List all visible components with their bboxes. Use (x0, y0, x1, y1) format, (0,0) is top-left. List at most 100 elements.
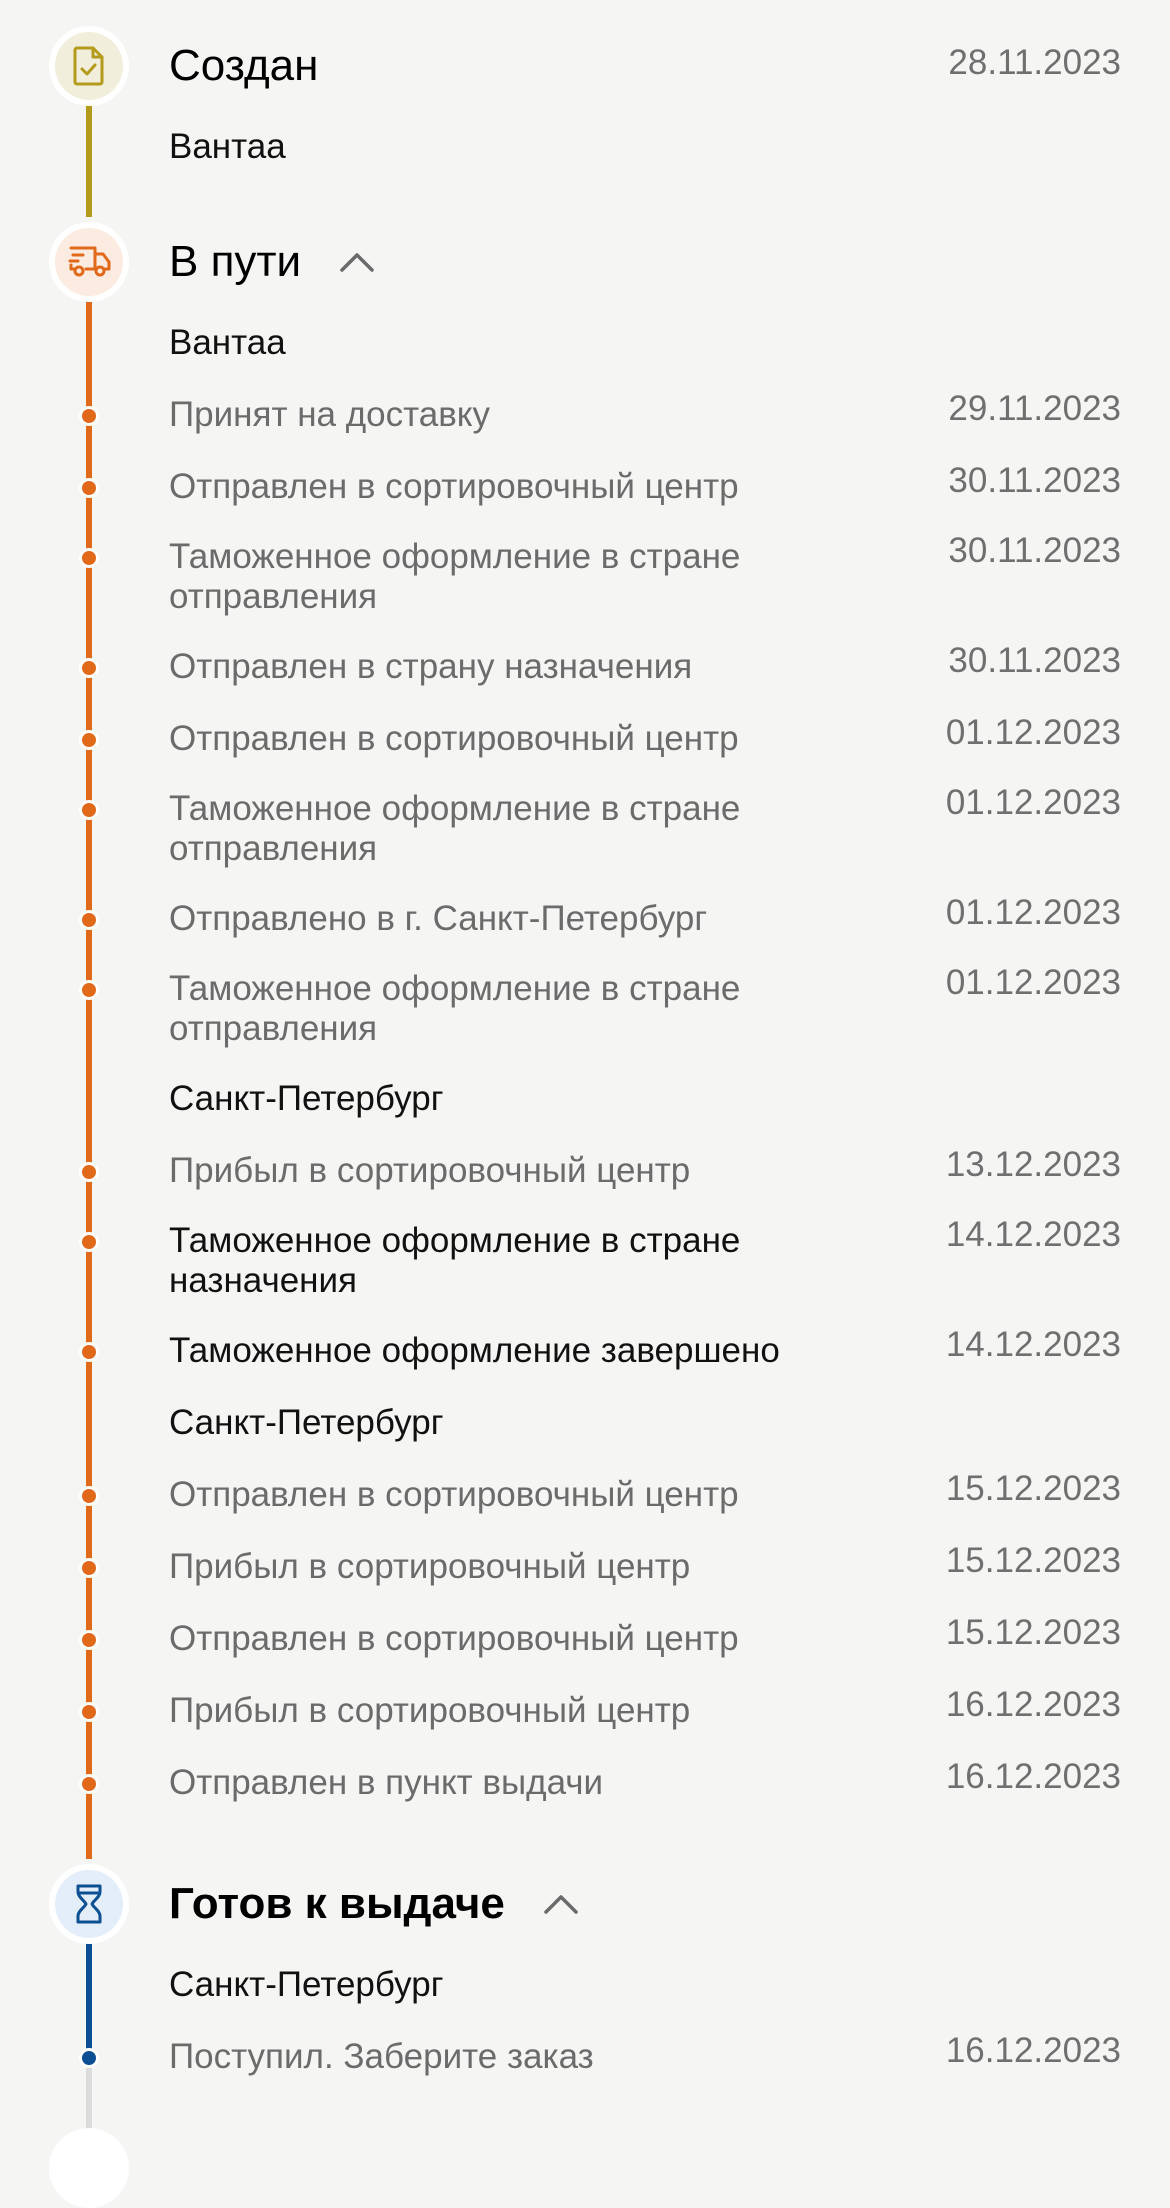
timeline-line (86, 66, 92, 217)
timeline-dot (79, 1702, 99, 1722)
status-title: Готов к выдаче (169, 1879, 505, 1928)
timeline-dot (79, 1774, 99, 1794)
event-date: 01.12.2023 (945, 963, 1121, 1002)
timeline-dot (79, 910, 99, 930)
status-section-created: Создан 28.11.2023 Вантаа (0, 21, 1170, 217)
event-description: Таможенное оформление завершено (169, 1331, 780, 1370)
timeline-dot (79, 1342, 99, 1362)
event-description: Поступил. Заберите заказ (169, 2037, 594, 2076)
tracking-event: Отправлено в г. Санкт-Петербург 01.12.202… (0, 883, 1170, 955)
timeline-dot (79, 1558, 99, 1578)
tracking-event: Таможенное оформление в стране отправлен… (0, 523, 1170, 631)
event-description: Отправлен в сортировочный центр (169, 467, 739, 506)
status-section-transit: В пути Вантаа Принят на доставку 29.11.2023… (0, 217, 1170, 1859)
pending-timeline-line (86, 2058, 92, 2138)
event-description: Отправлен в пункт выдачи (169, 1763, 604, 1802)
tracking-event: Отправлен в сортировочный центр 15.12.202… (0, 1459, 1170, 1531)
timeline-dot (79, 730, 99, 750)
event-description: Таможенное оформление в стране назначени… (169, 1221, 741, 1300)
event-date: 29.11.2023 (948, 389, 1121, 428)
document-check-icon (55, 32, 123, 100)
tracking-event: Прибыл в сортировочный центр 13.12.2023 (0, 1135, 1170, 1207)
location-label: Вантаа (0, 307, 1170, 379)
event-description: Прибыл в сортировочный центр (169, 1547, 691, 1586)
tracking-event: Отправлен в сортировочный центр 01.12.202… (0, 703, 1170, 775)
event-description: Таможенное оформление в стране отправлен… (169, 969, 741, 1048)
location-name: Санкт-Петербург (169, 1403, 444, 1442)
timeline-dot (79, 1162, 99, 1182)
event-date: 15.12.2023 (945, 1541, 1121, 1580)
tracking-timeline: Создан 28.11.2023 Вантаа В пути Вантаа Принят… (0, 21, 1170, 2093)
tracking-event: Таможенное оформление в стране назначени… (0, 1207, 1170, 1315)
tracking-event: Таможенное оформление в стране отправлен… (0, 775, 1170, 883)
event-description: Отправлен в сортировочный центр (169, 719, 739, 758)
event-description: Прибыл в сортировочный центр (169, 1691, 691, 1730)
timeline-dot (79, 658, 99, 678)
event-description: Принят на доставку (169, 395, 491, 434)
location-label: Санкт-Петербург (0, 1063, 1170, 1135)
status-icon-circle (49, 1864, 129, 1944)
timeline-dot (79, 1630, 99, 1650)
timeline-dot (79, 548, 99, 568)
event-date: 01.12.2023 (945, 713, 1121, 752)
timeline-dot (79, 980, 99, 1000)
location-name: Санкт-Петербург (169, 1079, 444, 1118)
tracking-event: Отправлен в страну назначения 30.11.2023 (0, 631, 1170, 703)
tracking-event: Отправлен в сортировочный центр 15.12.202… (0, 1603, 1170, 1675)
chevron-up-icon[interactable] (337, 242, 377, 282)
event-date: 14.12.2023 (945, 1215, 1121, 1254)
event-date: 15.12.2023 (945, 1613, 1121, 1652)
location-name: Вантаа (169, 127, 286, 166)
tracking-event: Принят на доставку 29.11.2023 (0, 379, 1170, 451)
event-description: Таможенное оформление в стране отправлен… (169, 537, 741, 616)
event-date: 01.12.2023 (945, 783, 1121, 822)
timeline-line (86, 1904, 92, 2072)
timeline-dot (79, 1232, 99, 1252)
status-header[interactable]: Готов к выдаче (0, 1859, 1170, 1949)
event-date: 14.12.2023 (945, 1325, 1121, 1364)
location-name: Вантаа (169, 323, 286, 362)
event-date: 01.12.2023 (945, 893, 1121, 932)
timeline-line (86, 262, 92, 1859)
event-description: Таможенное оформление в стране отправлен… (169, 789, 741, 868)
tracking-event: Прибыл в сортировочный центр 16.12.2023 (0, 1675, 1170, 1747)
event-date: 30.11.2023 (948, 531, 1121, 570)
event-date: 16.12.2023 (945, 1685, 1121, 1724)
event-date: 30.11.2023 (948, 461, 1121, 500)
tracking-event: Таможенное оформление в стране отправлен… (0, 955, 1170, 1063)
tracking-event: Отправлен в пункт выдачи 16.12.2023 (0, 1747, 1170, 1819)
status-icon-circle (49, 222, 129, 302)
timeline-dot (79, 406, 99, 426)
event-date: 30.11.2023 (948, 641, 1121, 680)
timeline-dot (79, 2048, 99, 2068)
status-header: Создан 28.11.2023 (0, 21, 1170, 111)
event-description: Отправлен в страну назначения (169, 647, 693, 686)
event-description: Отправлен в сортировочный центр (169, 1475, 739, 1514)
status-title: Создан (169, 41, 319, 90)
event-description: Отправлено в г. Санкт-Петербург (169, 899, 708, 938)
truck-icon (55, 228, 123, 296)
tracking-event: Прибыл в сортировочный центр 15.12.2023 (0, 1531, 1170, 1603)
status-icon-circle (49, 26, 129, 106)
event-date: 13.12.2023 (945, 1145, 1121, 1184)
timeline-dot (79, 1486, 99, 1506)
hourglass-icon (55, 1870, 123, 1938)
tracking-event: Отправлен в сортировочный центр 30.11.202… (0, 451, 1170, 523)
location-label: Санкт-Петербург (0, 1949, 1170, 2021)
tracking-event: Поступил. Заберите заказ 16.12.2023 (0, 2021, 1170, 2093)
status-date: 28.11.2023 (948, 43, 1121, 82)
event-date: 16.12.2023 (945, 2031, 1121, 2070)
location-name: Санкт-Петербург (169, 1965, 444, 2004)
tracking-event: Таможенное оформление завершено 14.12.202… (0, 1315, 1170, 1387)
event-description: Отправлен в сортировочный центр (169, 1619, 739, 1658)
location-label: Вантаа (0, 111, 1170, 183)
event-date: 15.12.2023 (945, 1469, 1121, 1508)
status-title: В пути (169, 237, 302, 286)
timeline-dot (79, 478, 99, 498)
timeline-dot (79, 800, 99, 820)
status-section-ready: Готов к выдаче Санкт-Петербург Поступил. З… (0, 1859, 1170, 2093)
status-header[interactable]: В пути (0, 217, 1170, 307)
next-status-icon (49, 2128, 129, 2208)
chevron-up-icon[interactable] (541, 1884, 581, 1924)
location-label: Санкт-Петербург (0, 1387, 1170, 1459)
